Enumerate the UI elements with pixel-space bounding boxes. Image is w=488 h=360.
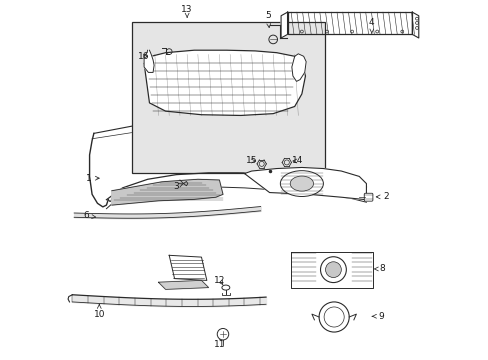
Text: 9: 9 [371, 312, 383, 321]
Polygon shape [169, 255, 206, 280]
FancyBboxPatch shape [131, 22, 325, 173]
Text: 8: 8 [373, 265, 385, 274]
Text: 12: 12 [214, 276, 225, 285]
Polygon shape [158, 280, 208, 289]
Text: 15: 15 [246, 157, 257, 166]
Text: 16: 16 [137, 52, 149, 61]
Circle shape [319, 302, 348, 332]
Text: 13: 13 [181, 5, 192, 17]
Text: 6: 6 [83, 211, 96, 220]
Polygon shape [244, 167, 366, 200]
Polygon shape [291, 54, 305, 81]
Circle shape [325, 262, 341, 278]
Polygon shape [144, 50, 154, 72]
Polygon shape [290, 252, 372, 288]
Circle shape [320, 257, 346, 283]
Text: 4: 4 [368, 18, 374, 33]
Polygon shape [281, 12, 287, 38]
Text: 14: 14 [291, 157, 303, 166]
Circle shape [217, 328, 228, 340]
Ellipse shape [222, 285, 229, 290]
Ellipse shape [280, 171, 323, 197]
FancyBboxPatch shape [364, 193, 372, 201]
Text: 7: 7 [169, 262, 180, 274]
Text: 11: 11 [214, 337, 225, 349]
Text: 10: 10 [93, 304, 105, 319]
Text: 3: 3 [173, 182, 183, 191]
Polygon shape [411, 12, 418, 38]
Ellipse shape [290, 176, 313, 191]
Text: 1: 1 [85, 174, 99, 183]
Circle shape [324, 307, 344, 327]
Polygon shape [144, 50, 305, 116]
Polygon shape [112, 179, 223, 205]
Text: 5: 5 [264, 11, 270, 28]
Text: 2: 2 [375, 192, 388, 201]
